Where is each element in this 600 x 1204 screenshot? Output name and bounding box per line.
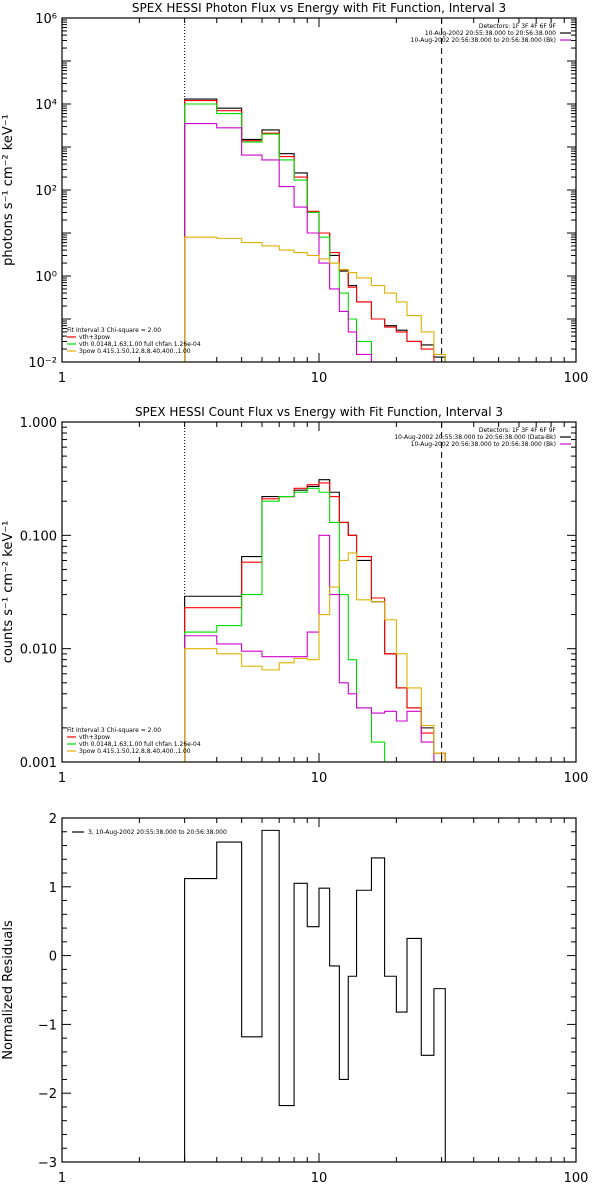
plot-frame — [61, 17, 577, 363]
legend-label: vth 0.0148,1.63,1.00 full chfan 1.26e-04 — [79, 741, 201, 748]
y-tick-label: 1.000 — [20, 416, 57, 431]
y-axis-label: Normalized Residuals — [1, 920, 16, 1060]
x-tick-label: 1 — [58, 1171, 66, 1186]
y-axis-label: photons s⁻¹ cm⁻² keV⁻¹ — [1, 114, 16, 266]
legend-title: Fit Interval 3 Chi-square = 2.00 — [67, 327, 161, 334]
y-tick-label: 10⁴ — [35, 98, 57, 113]
series-line-1 — [184, 829, 446, 1162]
panel-1: SPEX HESSI Photon Flux vs Energy with Fi… — [1, 1, 589, 386]
series-line-3 — [184, 103, 386, 362]
y-tick-label: −2 — [38, 1087, 57, 1102]
x-tick-label: 100 — [564, 1171, 589, 1186]
y-tick-label: 0.010 — [20, 643, 57, 658]
series-line-1 — [184, 479, 457, 762]
panel-2: SPEX HESSI Count Flux vs Energy with Fit… — [1, 405, 589, 786]
x-tick-label: 1 — [58, 771, 66, 786]
series-line-4 — [184, 534, 446, 762]
legend-label: 3pow 0.415,1.50,12.8,8.40,400.,1.00 — [79, 748, 191, 755]
y-tick-label: 10⁶ — [35, 12, 57, 27]
plot-frame — [61, 817, 577, 1163]
panel-3: Normalized Residuals 1 10 100 −3 −2 −1 0 1 2 3, 10… — [1, 812, 588, 1186]
series-line-2 — [184, 482, 457, 762]
y-tick-label: 10⁻² — [28, 356, 57, 371]
x-tick-label: 10 — [311, 371, 328, 386]
y-tick-label: −1 — [38, 1018, 57, 1033]
series-line-2 — [184, 100, 446, 362]
x-tick-label: 100 — [564, 771, 589, 786]
x-tick-label: 10 — [311, 1171, 328, 1186]
series-group — [184, 98, 446, 362]
header-line: 10-Aug-2002 20:55:38.000 to 20:56:38.000… — [394, 434, 556, 441]
series-line-5 — [184, 236, 446, 362]
legend-label: 3pow 0.415,1.50,12.8,8.40,400.,1.00 — [79, 348, 191, 355]
legend-label: vth 0.0148,1.63,1.00 full chfan 1.26e-04 — [79, 341, 201, 348]
x-tick-label: 1 — [58, 371, 66, 386]
header-line: Detectors: 1F 3F 4F 6F 9F — [479, 23, 557, 30]
header-line: 3, 10-Aug-2002 20:55:38.000 to 20:56:38.… — [88, 829, 227, 836]
y-tick-label: 0.001 — [20, 756, 57, 771]
x-tick-label: 100 — [564, 371, 589, 386]
series-line-5 — [184, 552, 446, 762]
series-line-1 — [184, 98, 446, 362]
y-axis-label: counts s⁻¹ cm⁻² keV⁻¹ — [1, 521, 16, 664]
x-tick-label: 10 — [311, 771, 328, 786]
series-line-4 — [184, 123, 373, 362]
header-line: 10-Aug-2002 20:56:38.000 to 20:56:38.000… — [411, 441, 556, 448]
chart-title: SPEX HESSI Photon Flux vs Energy with Fi… — [132, 1, 506, 15]
header-line: Detectors: 1F 3F 4F 6F 9F — [479, 427, 557, 434]
plot-frame — [61, 421, 577, 763]
header-line: 10-Aug-2002 20:56:38.000 to 20:56:38.000… — [411, 37, 556, 44]
y-tick-label: 2 — [49, 812, 57, 827]
legend-label: vth+3pow — [79, 734, 110, 741]
y-tick-label: 0.100 — [20, 529, 57, 544]
y-tick-label: −3 — [38, 1156, 57, 1171]
series-line-3 — [184, 487, 397, 762]
y-tick-label: 1 — [49, 881, 57, 896]
legend-title: Fit Interval 3 Chi-square = 2.00 — [67, 727, 161, 734]
y-tick-label: 10² — [35, 184, 57, 199]
series-group — [184, 479, 457, 762]
chart-title: SPEX HESSI Count Flux vs Energy with Fit… — [135, 405, 503, 419]
header-line: 10-Aug-2002 20:55:38.000 to 20:56:38.000 — [425, 30, 556, 37]
y-tick-label: 0 — [49, 950, 57, 965]
series-group — [184, 829, 446, 1162]
legend-label: vth+3pow — [79, 334, 110, 341]
y-tick-label: 10⁰ — [35, 270, 57, 285]
